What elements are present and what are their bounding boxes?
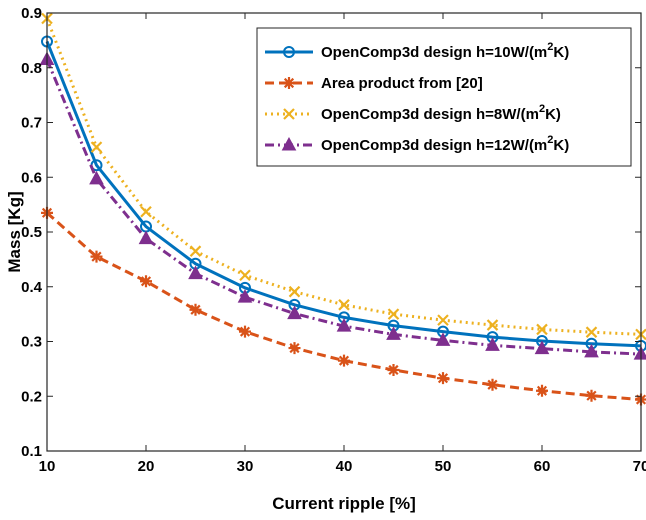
data-point	[338, 299, 350, 311]
x-tick-label: 30	[237, 458, 254, 475]
y-tick-label: 0.4	[21, 279, 43, 296]
data-point	[90, 250, 103, 263]
x-tick-label: 10	[39, 458, 56, 475]
data-point	[237, 289, 253, 303]
data-point	[338, 354, 350, 367]
data-point	[239, 325, 251, 338]
data-point	[585, 326, 598, 338]
legend-marker	[281, 136, 297, 151]
data-point	[534, 340, 550, 355]
y-tick-label: 0.6	[21, 169, 42, 186]
data-point	[287, 305, 302, 320]
data-point	[486, 378, 499, 391]
legend-entry-2: Area product from [20]	[265, 75, 483, 92]
data-point	[336, 318, 352, 332]
legend-label: OpenComp3d design h=12W/(m2K)	[321, 134, 569, 154]
data-point	[585, 389, 598, 402]
series-4	[39, 51, 646, 360]
data-point	[138, 230, 154, 245]
data-point	[584, 343, 599, 358]
x-tick-label: 60	[534, 458, 551, 475]
data-point	[387, 308, 400, 320]
plot-frame	[46, 12, 642, 452]
data-point	[386, 326, 401, 340]
data-point	[485, 337, 500, 351]
legend-marker	[283, 46, 295, 58]
data-point	[140, 205, 152, 218]
y-tick-label: 0.7	[21, 115, 42, 132]
x-axis-title: Current ripple [%]	[272, 494, 416, 513]
legend-entry-3: OpenComp3d design h=8W/(m2K)	[265, 103, 561, 123]
data-point	[387, 363, 400, 376]
y-axis-title: Mass [Kg]	[5, 191, 24, 272]
data-point	[536, 323, 548, 336]
data-point	[189, 245, 202, 257]
legend-label: Area product from [20]	[321, 75, 483, 92]
data-point	[288, 342, 301, 355]
legend-entry-1: OpenComp3d design h=10W/(m2K)	[265, 41, 569, 61]
legend-box	[256, 27, 632, 167]
y-tick-label: 0.9	[21, 5, 42, 22]
x-tick-label: 70	[633, 458, 646, 475]
data-point	[89, 170, 104, 185]
x-tick-label: 20	[138, 458, 155, 475]
legend-entry-4: OpenComp3d design h=12W/(m2K)	[265, 134, 569, 154]
data-point	[288, 285, 301, 298]
legend-marker	[283, 77, 295, 89]
data-point	[437, 314, 449, 326]
legend-label: OpenComp3d design h=10W/(m2K)	[321, 41, 569, 61]
data-point	[189, 303, 202, 316]
data-point	[188, 265, 203, 280]
data-point	[140, 275, 152, 288]
y-tick-label: 0.1	[21, 443, 42, 460]
data-point	[239, 269, 251, 282]
legend-marker	[283, 108, 295, 120]
y-tick-label: 0.8	[21, 60, 42, 77]
ticks-layer: 10 20 30 40 50 60 70 0.1 0.2 0.3 0.4 0.5 0.6 0.7 0.8 0.…	[21, 5, 646, 475]
x-tick-label: 40	[336, 458, 353, 475]
y-tick-label: 0.2	[21, 388, 42, 405]
legend: OpenComp3d design h=10W/(m2K) Area produc…	[256, 27, 632, 167]
data-point	[90, 141, 103, 153]
legend-label: OpenComp3d design h=8W/(m2K)	[321, 103, 561, 123]
data-point	[536, 384, 548, 397]
data-point	[486, 319, 499, 331]
data-point	[435, 332, 451, 346]
x-tick-label: 50	[435, 458, 452, 475]
y-tick-label: 0.5	[21, 224, 42, 241]
y-tick-label: 0.3	[21, 334, 42, 351]
data-point	[437, 372, 449, 385]
